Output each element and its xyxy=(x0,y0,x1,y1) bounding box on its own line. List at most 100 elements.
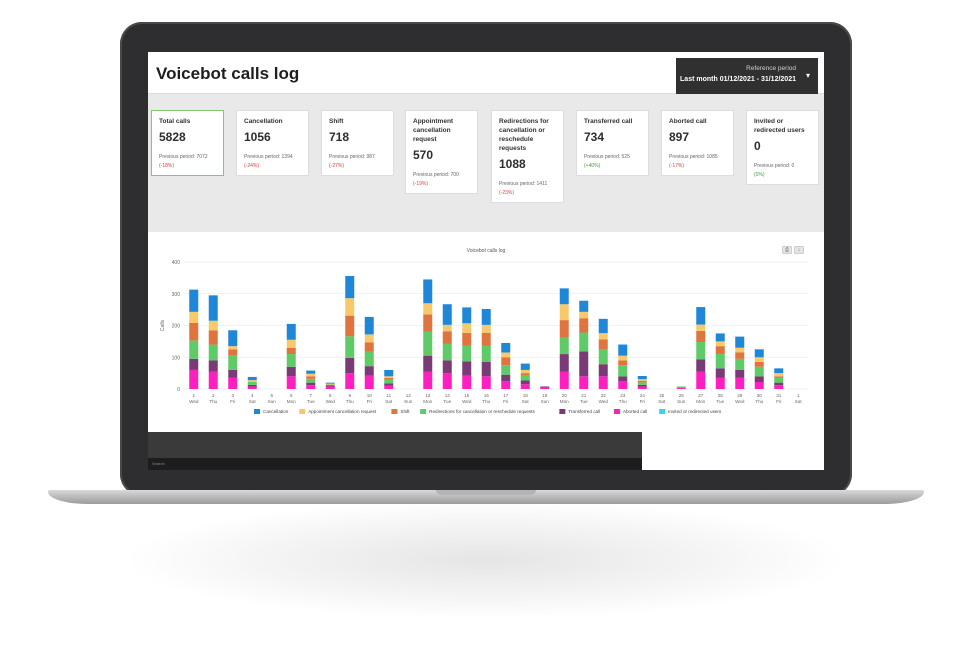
kpi-card-previous: Previous period: 1394 xyxy=(244,154,293,160)
bar-segment xyxy=(442,343,452,361)
print-icon[interactable]: ⎙ xyxy=(782,246,792,254)
kpi-card-value: 0 xyxy=(754,139,761,153)
kpi-card-value: 897 xyxy=(669,130,690,144)
bar-segment xyxy=(598,339,608,349)
bar-segment xyxy=(735,369,745,378)
bar-segment xyxy=(715,341,725,347)
bar-segment xyxy=(423,371,433,389)
bar-segment xyxy=(735,336,745,348)
bar-segment xyxy=(462,307,472,324)
bar-segment xyxy=(286,323,296,340)
legend-label: Aborted call xyxy=(623,409,647,414)
bar-segment xyxy=(754,376,764,383)
chart-title: Voicebot calls log xyxy=(466,248,506,254)
bar-segment xyxy=(774,373,784,377)
x-tick-weekday: Sun xyxy=(268,399,277,404)
bar-segment xyxy=(462,345,472,362)
x-tick-label: 29 xyxy=(737,393,743,398)
bar-segment xyxy=(228,349,238,356)
bar-segment xyxy=(189,322,199,341)
bar-segment xyxy=(481,324,491,333)
kpi-card-delta: (-19%) xyxy=(413,181,429,187)
bar-segment xyxy=(384,379,394,384)
bar-segment xyxy=(774,376,784,378)
legend-swatch xyxy=(659,409,666,414)
bar-segment xyxy=(286,376,296,389)
footer-search-label[interactable]: Search xyxy=(152,461,165,466)
kpi-card-delta: (-17%) xyxy=(669,163,685,169)
x-tick-weekday: Fri xyxy=(367,399,372,404)
x-tick-label: 8 xyxy=(329,393,332,398)
kpi-card-title: Appointment cancellation request xyxy=(413,118,454,143)
bar-segment xyxy=(423,331,433,356)
x-tick-label: 1 xyxy=(797,393,800,398)
kpi-card[interactable]: Redirections for cancellation or resched… xyxy=(491,110,564,203)
bar-segment xyxy=(189,369,199,389)
bar-segment xyxy=(598,333,608,340)
x-tick-weekday: Sat xyxy=(522,399,530,404)
bar-segment xyxy=(715,368,725,378)
x-tick-label: 3 xyxy=(231,393,234,398)
x-tick-weekday: Sat xyxy=(249,399,257,404)
y-tick-label: 0 xyxy=(177,387,180,393)
bar-segment xyxy=(774,377,784,383)
x-tick-label: 24 xyxy=(640,393,646,398)
x-tick-weekday: Wed xyxy=(599,399,609,404)
bar-segment xyxy=(247,381,257,385)
x-tick-label: 17 xyxy=(503,393,509,398)
bar-segment xyxy=(462,375,472,389)
bar-segment xyxy=(286,339,296,348)
kpi-card[interactable]: Aborted call 897 Previous period: 1085 (-17… xyxy=(661,110,734,176)
download-icon[interactable]: ↓ xyxy=(794,246,804,254)
laptop-screen: Voicebot calls log Reference period Last… xyxy=(148,52,824,470)
bar-segment xyxy=(364,316,374,335)
bar-segment xyxy=(637,380,647,383)
bar-segment xyxy=(598,364,608,377)
x-tick-weekday: Mon xyxy=(696,399,705,404)
bar-segment xyxy=(481,362,491,377)
x-tick-weekday: Thu xyxy=(209,399,217,404)
bar-segment xyxy=(208,371,218,389)
bar-segment xyxy=(364,342,374,352)
bar-segment xyxy=(618,360,628,366)
x-tick-weekday: Tue xyxy=(307,399,315,404)
bar-segment xyxy=(676,386,686,389)
bar-segment xyxy=(559,288,569,305)
x-tick-label: 19 xyxy=(542,393,548,398)
kpi-card-delta: (-24%) xyxy=(244,163,260,169)
bar-segment xyxy=(423,355,433,372)
bar-segment xyxy=(208,320,218,331)
bar-segment xyxy=(442,304,452,325)
kpi-card-previous: Previous period: 525 xyxy=(584,154,630,160)
chevron-down-icon: ▾ xyxy=(805,71,810,80)
bar-segment xyxy=(481,345,491,363)
bar-segment xyxy=(208,360,218,372)
legend-swatch xyxy=(254,409,260,414)
bar-segment xyxy=(637,382,647,385)
kpi-card[interactable]: Invited or redirected users 0 Previous per… xyxy=(746,110,819,185)
x-tick-weekday: Wed xyxy=(462,399,472,404)
x-tick-weekday: Thu xyxy=(482,399,490,404)
bar-segment xyxy=(637,386,647,389)
bar-segment xyxy=(754,382,764,389)
kpi-card[interactable]: Appointment cancellation request 570 Previ… xyxy=(405,110,478,194)
bar-segment xyxy=(735,352,745,359)
kpi-card[interactable]: Cancellation 1056 Previous period: 1394 (-2… xyxy=(236,110,309,176)
bar-segment xyxy=(247,376,257,381)
x-tick-weekday: Mon xyxy=(560,399,569,404)
bar-segment xyxy=(559,320,569,338)
bar-segment xyxy=(696,342,706,360)
kpi-card[interactable]: Shift 718 Previous period: 987 (-27%) xyxy=(321,110,394,176)
kpi-card[interactable]: Transferred call 734 Previous period: 525 (… xyxy=(576,110,649,176)
kpi-card[interactable]: Total calls 5828 Previous period: 7072 (-18… xyxy=(151,110,224,176)
kpi-card-previous: Previous period: 1085 xyxy=(669,154,718,160)
bar-segment xyxy=(579,300,589,312)
bar-segment xyxy=(579,376,589,389)
x-tick-weekday: Tue xyxy=(580,399,588,404)
kpi-card-delta: (-27%) xyxy=(329,163,345,169)
bar-segment xyxy=(481,376,491,389)
kpi-card-delta: (+40%) xyxy=(584,163,601,169)
reference-period-dropdown[interactable]: Reference period Last month 01/12/2021 -… xyxy=(676,58,818,94)
bar-segment xyxy=(189,311,199,323)
